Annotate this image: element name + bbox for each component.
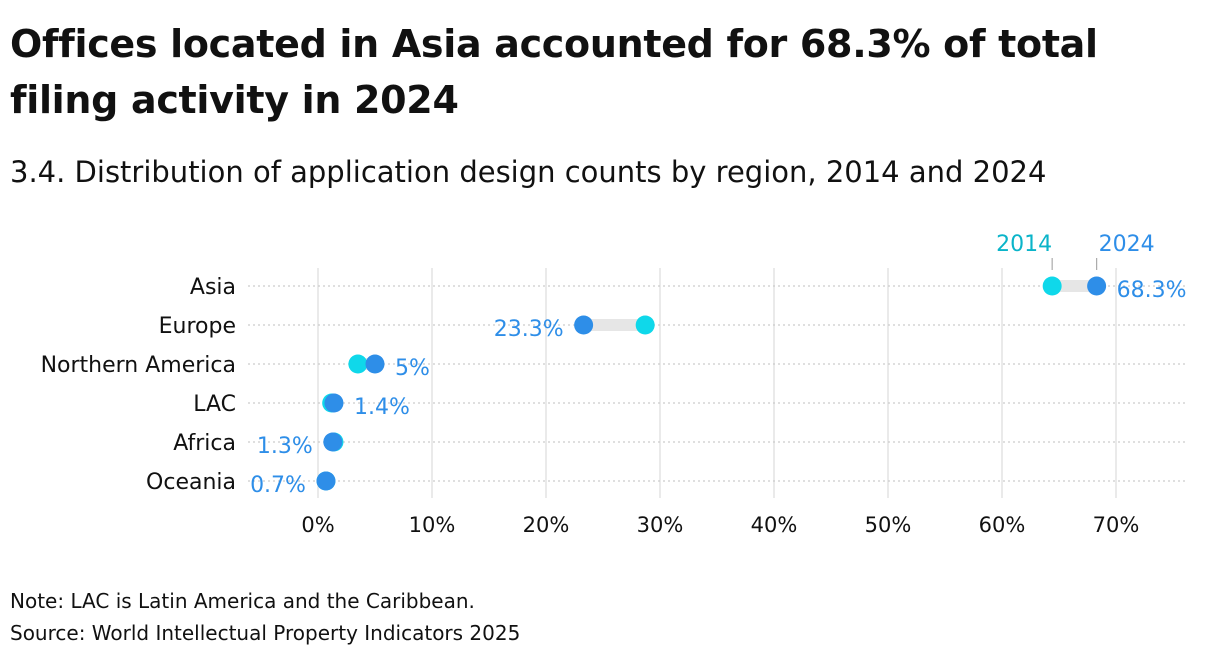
x-tick-label: 30%	[637, 513, 684, 537]
category-label: Africa	[173, 431, 236, 456]
x-tick-label: 0%	[301, 513, 334, 537]
legend-label-2024: 2024	[1099, 232, 1155, 257]
x-tick-label: 60%	[979, 513, 1026, 537]
data-label: 68.3%	[1117, 278, 1187, 303]
point-2014	[1042, 276, 1062, 296]
data-label: 23.3%	[494, 317, 564, 342]
x-tick-label: 20%	[523, 513, 570, 537]
category-label: Asia	[190, 275, 236, 300]
chart-title: Offices located in Asia accounted for 68…	[10, 22, 1098, 122]
legend-label-2014: 2014	[996, 232, 1052, 257]
point-2024	[574, 315, 594, 335]
chart-note: Note: LAC is Latin America and the Carib…	[10, 589, 475, 613]
point-2024	[365, 354, 385, 374]
dumbbell-chart: 0% 10% 20% 30% 40% 50% 60% 70% Asia Europe Norther…	[41, 232, 1188, 537]
category-label: Northern America	[41, 353, 236, 378]
chart-subtitle: 3.4. Distribution of application design …	[10, 155, 1047, 189]
data-label: 1.4%	[354, 395, 410, 420]
point-2024	[316, 471, 336, 491]
category-label: LAC	[193, 392, 236, 417]
point-2024	[1087, 276, 1107, 296]
chart-source: Source: World Intellectual Property Indi…	[10, 621, 521, 645]
x-tick-label: 50%	[865, 513, 912, 537]
data-label: 5%	[395, 356, 430, 381]
point-2014	[635, 315, 655, 335]
x-tick-label: 40%	[751, 513, 798, 537]
point-2014	[348, 354, 368, 374]
category-label: Oceania	[146, 470, 236, 495]
x-tick-label: 10%	[409, 513, 456, 537]
x-tick-label: 70%	[1093, 513, 1140, 537]
point-2024	[323, 432, 343, 452]
category-label: Europe	[159, 314, 236, 339]
data-label: 1.3%	[257, 434, 313, 459]
data-label: 0.7%	[250, 473, 306, 498]
point-2024	[324, 393, 344, 413]
